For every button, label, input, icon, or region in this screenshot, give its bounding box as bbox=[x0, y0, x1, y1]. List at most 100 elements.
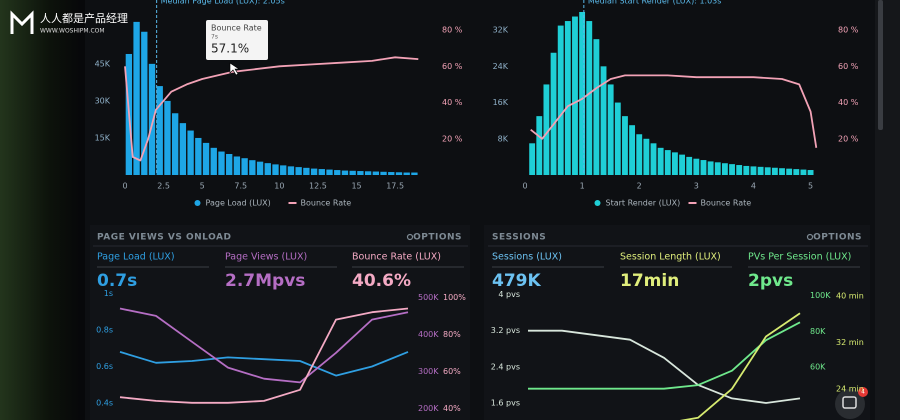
y2-tick-label: 80 % bbox=[838, 26, 859, 35]
bar bbox=[643, 138, 650, 175]
bar bbox=[256, 161, 264, 175]
bar bbox=[187, 130, 194, 175]
bar bbox=[264, 163, 271, 175]
bar bbox=[550, 52, 557, 175]
bar bbox=[607, 84, 614, 175]
y-tick-label: 16K bbox=[493, 98, 509, 107]
bar bbox=[372, 171, 379, 175]
bar bbox=[686, 156, 693, 175]
logo: 人人都是产品经理 WWW.WOSHIPM.COM bbox=[10, 10, 128, 35]
bar bbox=[707, 161, 714, 175]
median-label: Median Start Render (LUX): 1.03s bbox=[588, 0, 722, 6]
bar bbox=[743, 165, 750, 175]
y2-tick-label: 40 % bbox=[838, 98, 859, 107]
legend-label: Start Render (LUX) bbox=[606, 199, 681, 208]
bar bbox=[295, 167, 302, 175]
bar bbox=[700, 160, 707, 175]
legend-swatch bbox=[194, 200, 201, 206]
y2-tick-label: 60 % bbox=[838, 62, 859, 71]
bar bbox=[657, 147, 664, 175]
line bbox=[124, 56, 419, 162]
bar bbox=[349, 170, 356, 175]
bar bbox=[750, 166, 757, 175]
bar bbox=[636, 134, 643, 175]
y3-tick-label: 80% bbox=[443, 330, 461, 339]
y3-tick-label: 40 min bbox=[836, 291, 864, 300]
bar bbox=[757, 166, 764, 175]
bar bbox=[272, 164, 279, 175]
y-tick-label: 0.6s bbox=[96, 362, 113, 371]
y2-tick-label: 60 % bbox=[442, 62, 463, 71]
panel-left bbox=[90, 225, 470, 420]
options-icon bbox=[806, 233, 814, 241]
y3-tick-label: 100% bbox=[443, 293, 466, 302]
tooltip-x: 7s bbox=[211, 34, 218, 41]
bar bbox=[693, 158, 700, 175]
bar bbox=[388, 172, 395, 175]
x-tick-label: 12.5 bbox=[309, 182, 327, 191]
median-label: Median Page Load (LUX): 2.05s bbox=[161, 0, 285, 6]
line bbox=[679, 312, 801, 420]
y-tick-label: 45K bbox=[95, 59, 111, 68]
metric-label: Bounce Rate (LUX) bbox=[352, 252, 441, 263]
x-tick-label: 7.5 bbox=[234, 182, 247, 191]
y2-tick-label: 400K bbox=[418, 330, 439, 339]
y-tick-label: 15K bbox=[95, 133, 111, 142]
y-tick-label: 4 pvs bbox=[498, 290, 520, 299]
x-tick-label: 10 bbox=[274, 182, 284, 191]
bar bbox=[195, 137, 202, 175]
bar bbox=[672, 152, 678, 175]
line bbox=[530, 74, 818, 148]
bar bbox=[714, 162, 721, 175]
options-button[interactable]: OPTIONS bbox=[813, 233, 862, 243]
y2-tick-label: 40 % bbox=[442, 98, 463, 107]
metric-label: Session Length (LUX) bbox=[620, 252, 721, 263]
y3-tick-label: 40% bbox=[443, 404, 461, 413]
line bbox=[119, 307, 409, 404]
bar bbox=[318, 169, 325, 175]
bar bbox=[395, 172, 403, 175]
y3-tick-label: 60% bbox=[443, 367, 461, 376]
metric-value: 479K bbox=[492, 271, 541, 291]
bar bbox=[411, 172, 418, 175]
x-tick-label: 2 bbox=[637, 182, 642, 191]
logo-url: WWW.WOSHIPM.COM bbox=[40, 28, 105, 35]
chat-button[interactable]: 4 bbox=[835, 387, 868, 419]
y-tick-label: 8K bbox=[498, 134, 509, 143]
panel-title: SESSIONS bbox=[492, 233, 546, 243]
bar bbox=[793, 169, 800, 175]
y3-tick-label: 32 min bbox=[836, 338, 864, 347]
metric-value: 2.7Mpvs bbox=[225, 271, 305, 291]
bar bbox=[629, 125, 636, 175]
bar bbox=[133, 21, 140, 176]
bar bbox=[600, 66, 607, 175]
metric-label: Page Views (LUX) bbox=[225, 252, 307, 263]
chat-bubble[interactable] bbox=[835, 389, 865, 419]
bar bbox=[622, 116, 628, 175]
bar bbox=[543, 84, 550, 175]
metric-value: 2pvs bbox=[748, 271, 793, 291]
options-icon bbox=[406, 233, 414, 241]
bar bbox=[141, 31, 148, 176]
options-button[interactable]: OPTIONS bbox=[413, 233, 462, 243]
y3-tick-label: 24 min bbox=[836, 384, 864, 393]
y2-tick-label: 500K bbox=[418, 293, 439, 302]
bar bbox=[564, 21, 571, 175]
bar bbox=[786, 168, 793, 175]
bar bbox=[326, 169, 333, 175]
bar bbox=[334, 170, 341, 175]
bar bbox=[529, 143, 536, 175]
plant-blur bbox=[0, 0, 80, 420]
bar bbox=[341, 170, 349, 175]
y-tick-label: 0.8s bbox=[96, 326, 113, 335]
x-tick-label: 15 bbox=[351, 182, 361, 191]
bar bbox=[736, 165, 743, 175]
bar bbox=[148, 63, 156, 176]
legend-label: Page Load (LUX) bbox=[206, 199, 271, 208]
y-tick-label: 24K bbox=[493, 62, 509, 71]
y2-tick-label: 20 % bbox=[442, 134, 463, 143]
legend-label: Bounce Rate bbox=[701, 199, 752, 208]
bar bbox=[303, 167, 310, 175]
x-tick-label: 5 bbox=[808, 182, 813, 191]
x-tick-label: 2.5 bbox=[157, 182, 170, 191]
